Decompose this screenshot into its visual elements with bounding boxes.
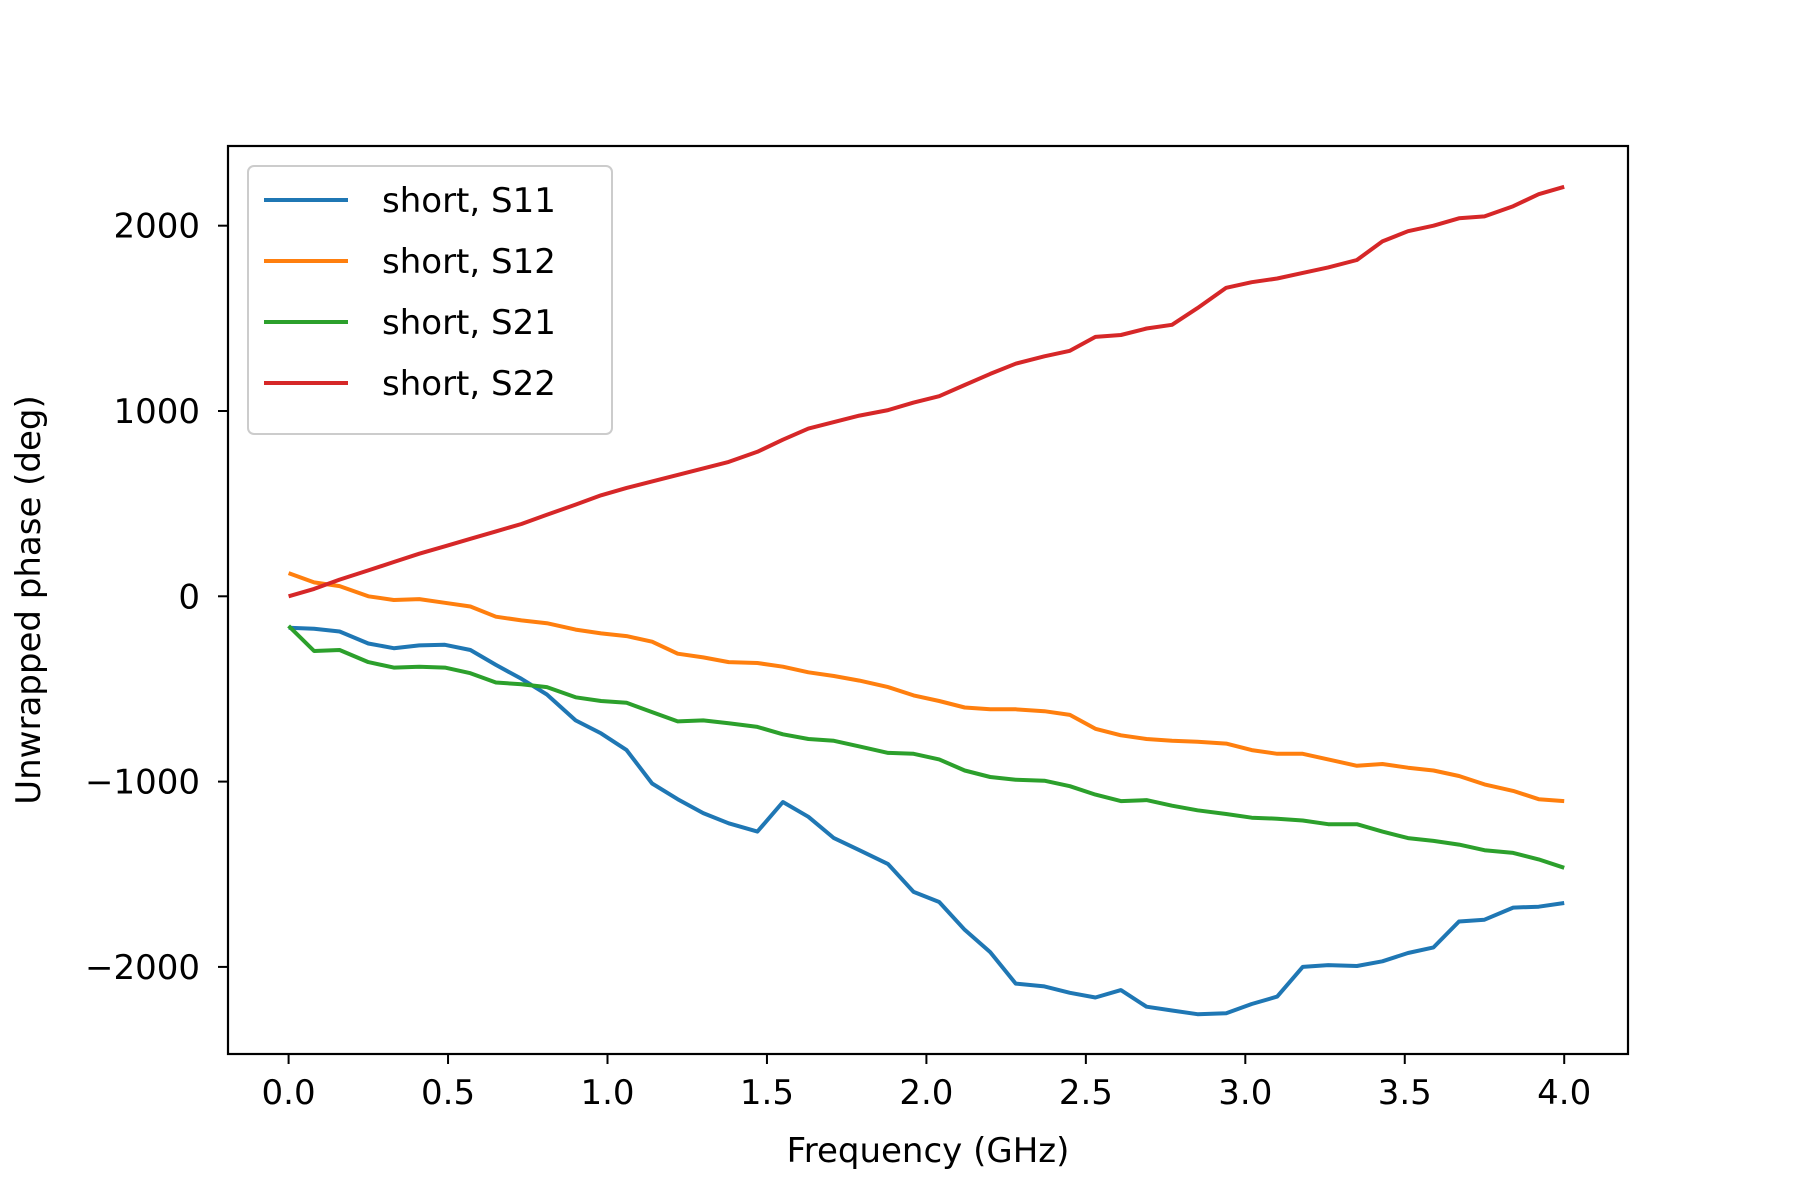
series-layer: [287, 184, 1565, 1017]
x-tick-label: 1.5: [740, 1073, 794, 1113]
legend: short, S11 short, S12 short, S21 short, S22: [247, 165, 613, 435]
y-axis: −2000 −1000 0 1000 2000: [85, 207, 228, 988]
x-tick-label: 2.5: [1059, 1073, 1113, 1113]
series-line-3: [287, 624, 1565, 870]
y-tick-label: −1000: [85, 763, 200, 803]
x-axis-label: Frequency (GHz): [787, 1131, 1070, 1171]
legend-label: short, S21: [382, 303, 556, 343]
y-tick-label: 0: [178, 577, 200, 617]
y-tick-label: −2000: [85, 948, 200, 988]
y-tick-label: 1000: [113, 392, 200, 432]
y-axis-label: Unwrapped phase (deg): [9, 395, 49, 805]
legend-label: short, S11: [382, 181, 556, 221]
x-tick-label: 0.5: [421, 1073, 475, 1113]
legend-label: short, S22: [382, 364, 556, 404]
x-tick-label: 3.0: [1218, 1073, 1272, 1113]
y-tick-label: 2000: [113, 207, 200, 247]
x-axis: 0.0 0.5 1.0 1.5 2.0 2.5 3.0 3.5 4.0: [262, 1054, 1591, 1113]
x-tick-label: 3.5: [1378, 1073, 1432, 1113]
x-tick-label: 2.0: [899, 1073, 953, 1113]
series-line-1: [288, 625, 1565, 1017]
legend-label: short, S12: [382, 242, 556, 282]
x-tick-label: 1.0: [580, 1073, 634, 1113]
series-line-2: [287, 571, 1565, 804]
x-tick-label: 4.0: [1537, 1073, 1591, 1113]
x-tick-label: 0.0: [262, 1073, 316, 1113]
series-line-4: [288, 184, 1565, 599]
plot-frame: [226, 144, 1630, 1056]
legend-box: [247, 165, 613, 435]
